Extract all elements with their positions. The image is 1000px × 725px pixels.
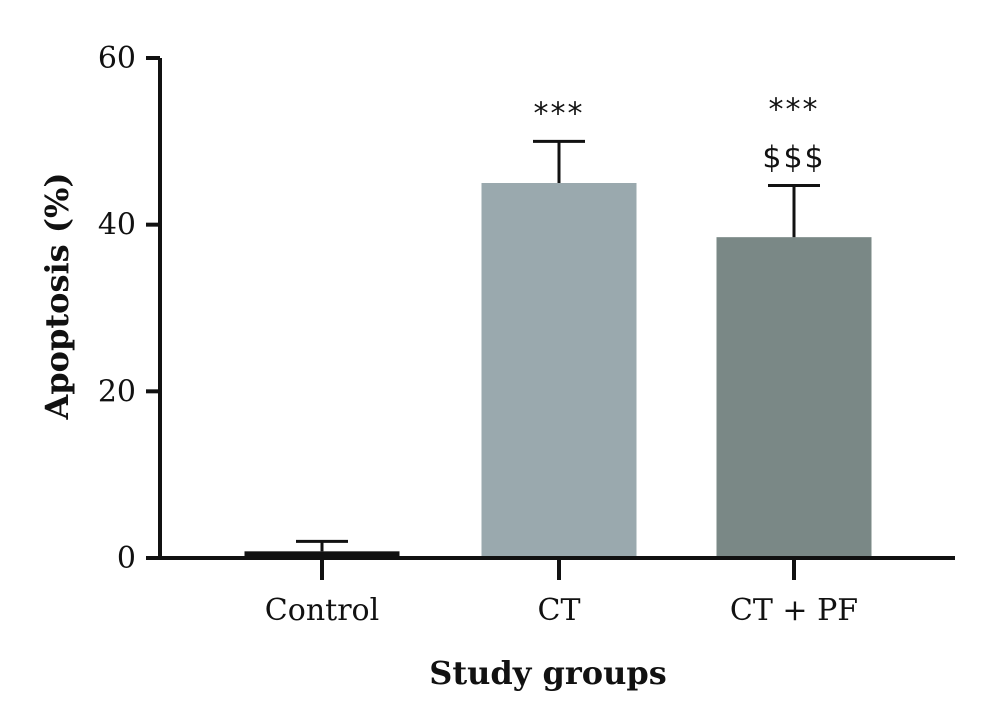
significance-marker: *** [769,93,820,128]
bar-ct-pf [716,237,872,558]
x-axis-title: Study groups [429,654,667,692]
y-axis-title: Apoptosis (%) [38,172,76,420]
x-tick-label: CT + PF [730,593,858,628]
y-ticks-layer: 0 20 40 60 [98,41,160,576]
y-tick-label: 60 [98,41,136,76]
y-tick-label: 0 [117,541,136,576]
y-tick-label: 40 [98,208,136,243]
bars-layer [244,183,872,558]
significance-marker: *** [534,96,585,131]
annotations-layer: *** *** $$$ [534,93,825,176]
x-tick-label: CT [538,593,581,628]
x-ticks-layer: Control CT CT + PF [265,558,858,628]
x-tick-label: Control [265,593,379,628]
significance-marker: $$$ [762,141,825,176]
y-tick-label: 20 [98,374,136,409]
error-bars-layer [296,139,820,552]
bar-control [244,551,400,558]
axes-layer [158,58,955,560]
bar-ct [481,183,637,558]
